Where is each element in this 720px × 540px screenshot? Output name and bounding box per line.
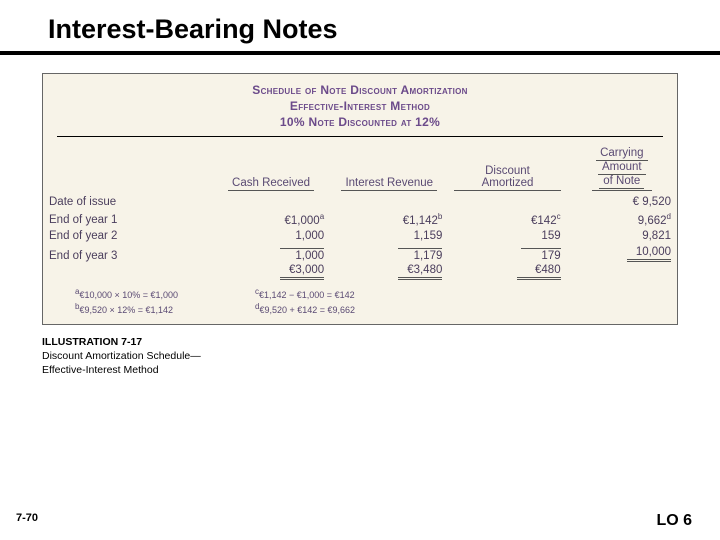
cell-cash: €1,000a bbox=[212, 210, 330, 229]
schedule-header-line1: Schedule of Note Discount Amortization bbox=[43, 82, 677, 98]
table-totals-row: €3,000 €3,480 €480 bbox=[43, 264, 677, 282]
total-discount: €480 bbox=[448, 264, 566, 282]
row-label: End of year 1 bbox=[43, 210, 212, 229]
schedule-header: Schedule of Note Discount Amortization E… bbox=[43, 74, 677, 131]
row-label: End of year 3 bbox=[43, 244, 212, 264]
col-header-carry: Carrying Amount of Note bbox=[567, 145, 677, 194]
page-number: 7-70 bbox=[16, 512, 38, 530]
table-row: End of year 2 1,000 1,159 159 9,821 bbox=[43, 228, 677, 244]
table-row: End of year 3 1,000 1,179 179 10,000 bbox=[43, 244, 677, 264]
learning-objective: LO 6 bbox=[656, 512, 692, 530]
cell-carry: 10,000 bbox=[567, 244, 677, 264]
cell-carry: 9,662d bbox=[567, 210, 677, 229]
caption-line3: Effective-Interest Method bbox=[42, 363, 720, 377]
cell-discount: €142c bbox=[448, 210, 566, 229]
footnotes: a€10,000 × 10% = €1,000 b€9,520 × 12% = … bbox=[43, 282, 677, 317]
schedule-header-line3: 10% Note Discounted at 12% bbox=[43, 114, 677, 130]
slide-title: Interest-Bearing Notes bbox=[0, 0, 720, 55]
footnote-c: c€1,142 − €1,000 = €142 bbox=[255, 287, 455, 301]
header-rule bbox=[57, 136, 663, 137]
caption-line2: Discount Amortization Schedule— bbox=[42, 349, 720, 363]
cell-cash: 1,000 bbox=[212, 244, 330, 264]
cell-interest: 1,159 bbox=[330, 228, 448, 244]
amortization-schedule: Schedule of Note Discount Amortization E… bbox=[42, 73, 678, 325]
row-label: End of year 2 bbox=[43, 228, 212, 244]
caption-title: ILLUSTRATION 7-17 bbox=[42, 335, 720, 349]
cell-interest: 1,179 bbox=[330, 244, 448, 264]
table-row: End of year 1 €1,000a €1,142b €142c 9,66… bbox=[43, 210, 677, 229]
cell-cash: 1,000 bbox=[212, 228, 330, 244]
row-label: Date of issue bbox=[43, 194, 212, 210]
cell-discount: 159 bbox=[448, 228, 566, 244]
cell-interest: €1,142b bbox=[330, 210, 448, 229]
schedule-header-line2: Effective-Interest Method bbox=[43, 98, 677, 114]
illustration-caption: ILLUSTRATION 7-17 Discount Amortization … bbox=[42, 335, 720, 378]
col-header-cash: Cash Received bbox=[212, 145, 330, 194]
slide-footer: 7-70 LO 6 bbox=[0, 512, 720, 530]
table-row: Date of issue € 9,520 bbox=[43, 194, 677, 210]
footnote-d: d€9,520 + €142 = €9,662 bbox=[255, 302, 455, 316]
footnote-b: b€9,520 × 12% = €1,142 bbox=[75, 302, 255, 316]
total-cash: €3,000 bbox=[212, 264, 330, 282]
footnote-a: a€10,000 × 10% = €1,000 bbox=[75, 287, 255, 301]
col-header-discount: Discount Amortized bbox=[448, 145, 566, 194]
table-header-row: Cash Received Interest Revenue Discount … bbox=[43, 145, 677, 194]
total-interest: €3,480 bbox=[330, 264, 448, 282]
amortization-table: Cash Received Interest Revenue Discount … bbox=[43, 145, 677, 283]
col-header-interest: Interest Revenue bbox=[330, 145, 448, 194]
cell-carry: € 9,520 bbox=[567, 194, 677, 210]
cell-carry: 9,821 bbox=[567, 228, 677, 244]
cell-discount: 179 bbox=[448, 244, 566, 264]
